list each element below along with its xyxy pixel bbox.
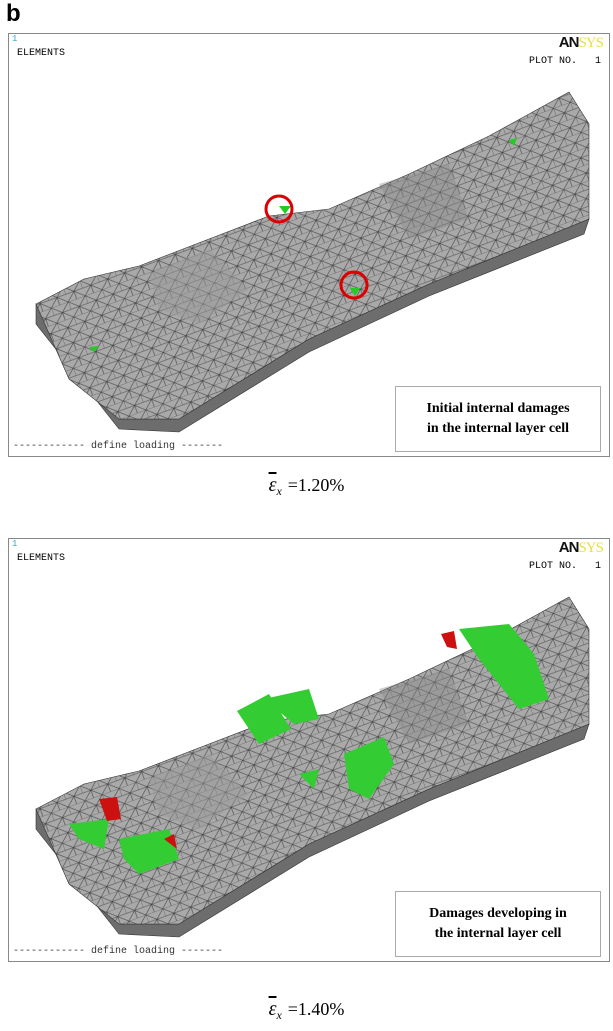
figure-label: b: [6, 0, 21, 28]
caption-line: Initial internal damages: [396, 399, 600, 419]
strain-label: εx=1.20%: [0, 474, 613, 499]
plot-number: PLOT NO. 1: [529, 561, 601, 572]
plot-type: ELEMENTS: [17, 48, 65, 59]
ansys-window: 1 ELEMENTS ANSYS PLOT NO. 1 ------------…: [8, 33, 610, 457]
caption-line: Damages developing in: [396, 904, 600, 924]
logo: ANSYS: [559, 34, 603, 52]
plot-number: PLOT NO. 1: [529, 56, 601, 67]
strain-subscript: x: [276, 1008, 281, 1022]
plot-no: 1: [595, 561, 601, 572]
window-number: 1: [12, 539, 17, 549]
status-bar: ------------ define loading -------: [13, 946, 223, 957]
strain-subscript: x: [276, 484, 281, 498]
strain-value: =1.40%: [288, 999, 345, 1019]
status: define loading: [91, 946, 175, 957]
logo-right: SYS: [578, 540, 603, 556]
logo-right: SYS: [578, 35, 603, 51]
caption-line: the internal layer cell: [396, 924, 600, 944]
plot-no: 1: [595, 56, 601, 67]
status-bar: ------------ define loading -------: [13, 441, 223, 452]
logo: ANSYS: [559, 539, 603, 557]
strain-value: =1.20%: [288, 475, 345, 495]
plot-type: ELEMENTS: [17, 553, 65, 564]
logo-left: AN: [559, 34, 579, 51]
logo-left: AN: [559, 539, 579, 556]
page: b 1 ELEMENTS ANSYS PLOT NO. 1 ----------…: [0, 0, 613, 1031]
plot-no-label: PLOT NO.: [529, 56, 577, 67]
strain-label: εx=1.40%: [0, 998, 613, 1023]
window-number: 1: [12, 34, 17, 44]
status: define loading: [91, 441, 175, 452]
caption-line: in the internal layer cell: [396, 419, 600, 439]
plot-no-label: PLOT NO.: [529, 561, 577, 572]
ansys-window: 1 ELEMENTS ANSYS PLOT NO. 1 ------------…: [8, 538, 610, 962]
